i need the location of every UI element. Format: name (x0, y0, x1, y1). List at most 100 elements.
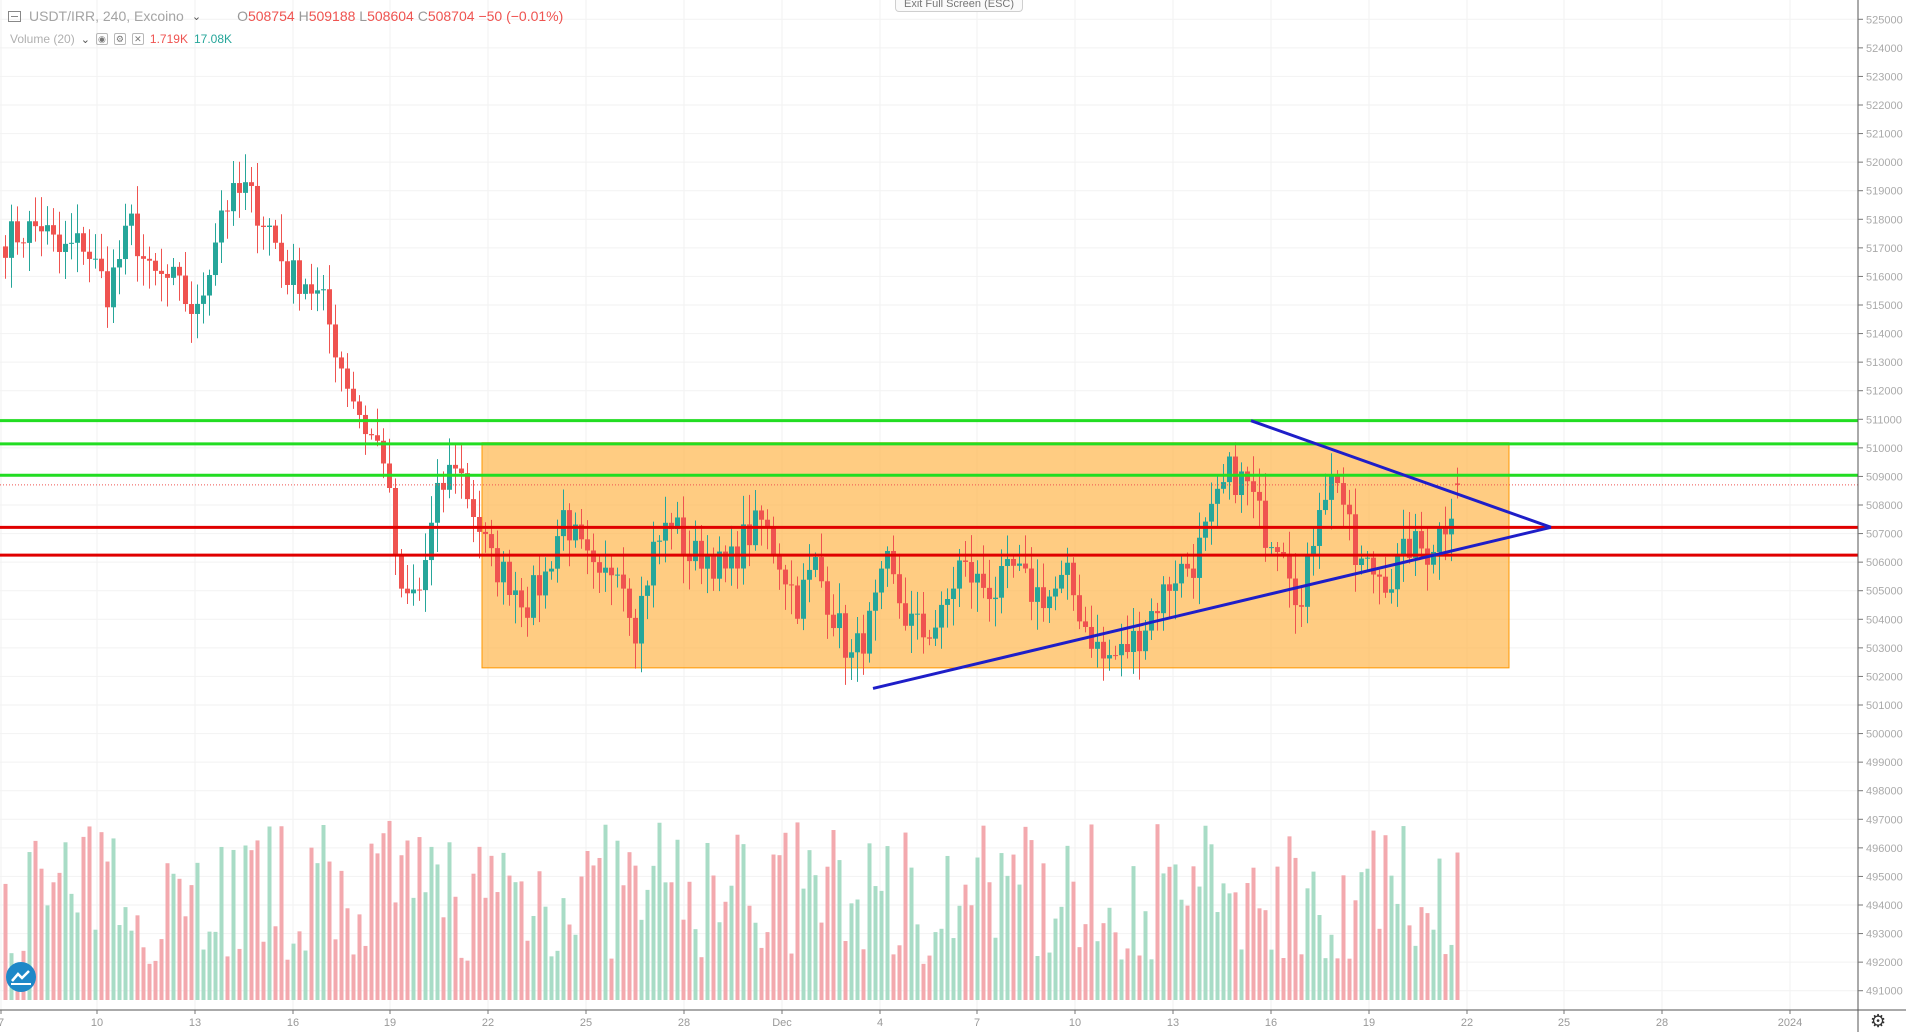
volume-bar (1239, 949, 1244, 1000)
volume-bar (1365, 868, 1370, 1000)
candle-body (741, 524, 746, 569)
candle-body (459, 468, 464, 474)
tradingview-logo-icon[interactable] (6, 962, 36, 992)
volume-bar (45, 905, 50, 1000)
volume-bar (861, 949, 866, 1000)
volume-bar (321, 825, 326, 1000)
candle-body (171, 266, 176, 278)
volume-bar (675, 839, 680, 1000)
volume-ma-value: 17.08K (193, 32, 233, 46)
candle-body (1257, 491, 1262, 501)
chevron-down-icon[interactable]: ⌄ (80, 33, 90, 46)
candle-body (291, 260, 296, 285)
price-tick-label: 507000 (1866, 529, 1903, 541)
volume-bar (1071, 881, 1076, 1000)
volume-bar (1119, 959, 1124, 1000)
candle-body (1275, 547, 1280, 553)
volume-bar (57, 872, 62, 1000)
candle-body (3, 246, 8, 258)
volume-bar (663, 882, 668, 1000)
candle-body (471, 499, 476, 518)
candle-body (213, 242, 218, 276)
candle-body (27, 221, 32, 243)
volume-label[interactable]: Volume (20) (10, 32, 75, 46)
candle-body (333, 324, 338, 358)
candle-body (1047, 596, 1052, 609)
volume-bar (405, 840, 410, 1000)
candle-body (57, 234, 62, 252)
candle-body (621, 574, 626, 589)
gear-icon[interactable]: ⚙ (113, 33, 126, 45)
time-tick-label: 16 (1265, 1017, 1277, 1029)
candle-body (441, 482, 446, 490)
candle-body (159, 270, 164, 274)
volume-bar (183, 916, 188, 1000)
volume-bar (51, 882, 56, 1000)
candle-body (87, 251, 92, 259)
price-tick-label: 520000 (1866, 157, 1903, 169)
candle-body (63, 243, 68, 252)
volume-bar (885, 846, 890, 1000)
volume-bar (1149, 959, 1154, 1000)
candle-body (297, 260, 302, 294)
triangle-pattern (872, 419, 1552, 690)
candle-body (69, 242, 74, 244)
candle-body (1173, 583, 1178, 591)
candle-body (1167, 584, 1172, 591)
price-tick-label: 517000 (1866, 243, 1903, 255)
symbol-title[interactable]: USDT/IRR, 240, Excoino (29, 8, 184, 24)
high-value: 509188 (308, 8, 356, 24)
volume-bar (1431, 929, 1436, 1000)
candle-body (867, 610, 872, 654)
candle-body (123, 225, 128, 260)
candle-body (921, 613, 926, 638)
eye-icon[interactable]: ◉ (95, 33, 108, 45)
candle-body (1065, 562, 1070, 575)
time-tick-label: 13 (189, 1017, 201, 1029)
open-label: O (237, 8, 248, 24)
candle-body (795, 585, 800, 619)
volume-bar (27, 852, 32, 1000)
candle-body (327, 289, 332, 325)
time-tick-label: 19 (1363, 1017, 1375, 1029)
volume-bar (1059, 906, 1064, 1000)
close-icon[interactable]: ✕ (131, 33, 144, 45)
candle-body (1263, 500, 1268, 548)
volume-bar (435, 864, 440, 1000)
gear-icon[interactable]: ⚙ (1870, 1011, 1887, 1031)
exit-fullscreen-button[interactable]: Exit Full Screen (ESC) (895, 0, 1024, 12)
time-tick-label: 10 (1069, 1017, 1081, 1029)
candle-body (405, 588, 410, 594)
candle-body (135, 213, 140, 257)
price-tick-label: 492000 (1866, 957, 1903, 969)
candle-body (1305, 556, 1310, 607)
chevron-down-icon[interactable]: ⌄ (191, 10, 202, 23)
candle-body (1083, 621, 1088, 627)
time-axis[interactable]: 7 10 13 16 19 22 25 28 Dec 4 7 10 13 16 19 22 25 28 2024 (0, 1009, 1906, 1029)
volume-bar (1341, 875, 1346, 1000)
price-axis[interactable]: 491000 492000 493000 494000 495000 496000 4970… (1857, 0, 1906, 1032)
volume-bar (1017, 884, 1022, 1000)
candle-body (1239, 471, 1244, 496)
price-tick-label: 513000 (1866, 357, 1903, 369)
candle-body (465, 473, 470, 500)
volume-bar (903, 832, 908, 1000)
candle-body (1329, 474, 1334, 500)
volume-bar (681, 919, 686, 1000)
candle-body (603, 567, 608, 573)
candle-body (579, 524, 584, 540)
candle-body (909, 613, 914, 626)
price-tick-label: 504000 (1866, 614, 1903, 626)
candle-body (435, 482, 440, 523)
candle-body (81, 233, 86, 252)
volume-bar (825, 866, 830, 1000)
volume-legend: Volume (20) ⌄ ◉ ⚙ ✕ 1.719K 17.08K (10, 32, 232, 46)
menu-icon[interactable] (8, 10, 21, 22)
volume-bar (1083, 924, 1088, 1000)
candle-body (225, 210, 230, 212)
volume-bar (111, 838, 116, 1000)
volume-bar (33, 840, 38, 1000)
candle-body (1299, 605, 1304, 607)
volume-bar (483, 897, 488, 1000)
